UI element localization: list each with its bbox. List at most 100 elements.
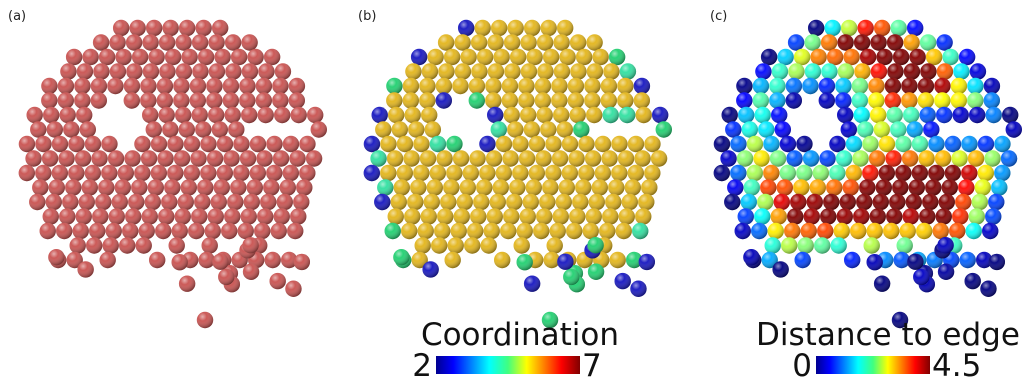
sphere	[391, 194, 407, 210]
sphere	[805, 63, 821, 79]
sphere	[838, 63, 854, 79]
sphere	[802, 78, 818, 94]
sphere	[553, 34, 569, 50]
sphere	[529, 136, 545, 152]
sphere	[952, 107, 968, 123]
sphere	[841, 121, 857, 137]
sphere	[444, 49, 460, 65]
colorbar	[816, 356, 930, 374]
sphere	[764, 237, 780, 253]
sphere	[131, 179, 147, 195]
sphere	[502, 92, 518, 108]
sphere	[537, 63, 553, 79]
sphere	[134, 136, 150, 152]
sphere	[975, 179, 991, 195]
sphere	[424, 194, 440, 210]
sphere	[98, 179, 114, 195]
sphere	[496, 136, 512, 152]
sphere	[869, 150, 885, 166]
sphere	[521, 63, 537, 79]
sphere	[893, 49, 909, 65]
sphere	[506, 194, 522, 210]
sphere	[289, 150, 305, 166]
sphere	[427, 179, 443, 195]
sphere	[890, 121, 906, 137]
sphere-renders	[19, 20, 1022, 328]
sphere	[609, 49, 625, 65]
sphere	[829, 136, 845, 152]
sphere	[628, 165, 644, 181]
sphere	[227, 194, 243, 210]
sphere	[85, 165, 101, 181]
sphere	[774, 194, 790, 210]
sphere	[796, 165, 812, 181]
sphere	[772, 261, 788, 277]
sphere	[101, 165, 117, 181]
sphere	[479, 165, 495, 181]
sphere	[725, 121, 741, 137]
sphere	[507, 20, 523, 36]
sphere	[102, 237, 118, 253]
sphere	[26, 107, 42, 123]
sphere	[122, 223, 138, 239]
sphere	[747, 136, 763, 152]
sphere	[477, 49, 493, 65]
sphere	[126, 34, 142, 50]
sphere	[141, 150, 157, 166]
sphere	[846, 165, 862, 181]
sphere	[413, 136, 429, 152]
sphere	[257, 107, 273, 123]
sphere	[480, 237, 496, 253]
sphere	[563, 269, 579, 285]
sphere	[192, 34, 208, 50]
sphere	[414, 237, 430, 253]
sphere	[520, 208, 536, 224]
sphere	[32, 179, 48, 195]
sphere	[524, 275, 540, 291]
sphere	[873, 194, 889, 210]
sphere	[158, 208, 174, 224]
sphere	[786, 78, 802, 94]
sphere	[913, 269, 929, 285]
sphere	[786, 150, 802, 166]
sphere	[510, 49, 526, 65]
sphere	[151, 165, 167, 181]
sphere	[437, 208, 453, 224]
sphere	[568, 92, 584, 108]
sphere	[958, 179, 974, 195]
sphere	[167, 165, 183, 181]
sphere	[200, 165, 216, 181]
sphere	[502, 78, 518, 94]
sphere	[115, 179, 131, 195]
sphere	[99, 49, 115, 65]
sphere	[568, 150, 584, 166]
sphere	[223, 78, 239, 94]
sphere	[371, 107, 387, 123]
sphere	[622, 194, 638, 210]
sphere	[274, 107, 290, 123]
sphere	[420, 150, 436, 166]
sphere	[903, 208, 919, 224]
sphere	[611, 165, 627, 181]
sphere	[208, 208, 224, 224]
sphere	[191, 107, 207, 123]
sphere	[599, 223, 615, 239]
sphere	[635, 208, 651, 224]
sphere	[243, 264, 259, 280]
sphere	[425, 121, 441, 137]
sphere	[473, 194, 489, 210]
sphere	[753, 78, 769, 94]
sphere	[404, 208, 420, 224]
sphere	[796, 136, 812, 152]
sphere	[617, 78, 633, 94]
sphere	[841, 20, 857, 36]
sphere	[820, 208, 836, 224]
sphere	[493, 179, 509, 195]
sphere	[206, 78, 222, 94]
sphere	[922, 194, 938, 210]
colorbar	[436, 356, 580, 374]
sphere	[260, 194, 276, 210]
sphere	[113, 20, 129, 36]
sphere	[638, 194, 654, 210]
sphere	[76, 208, 92, 224]
